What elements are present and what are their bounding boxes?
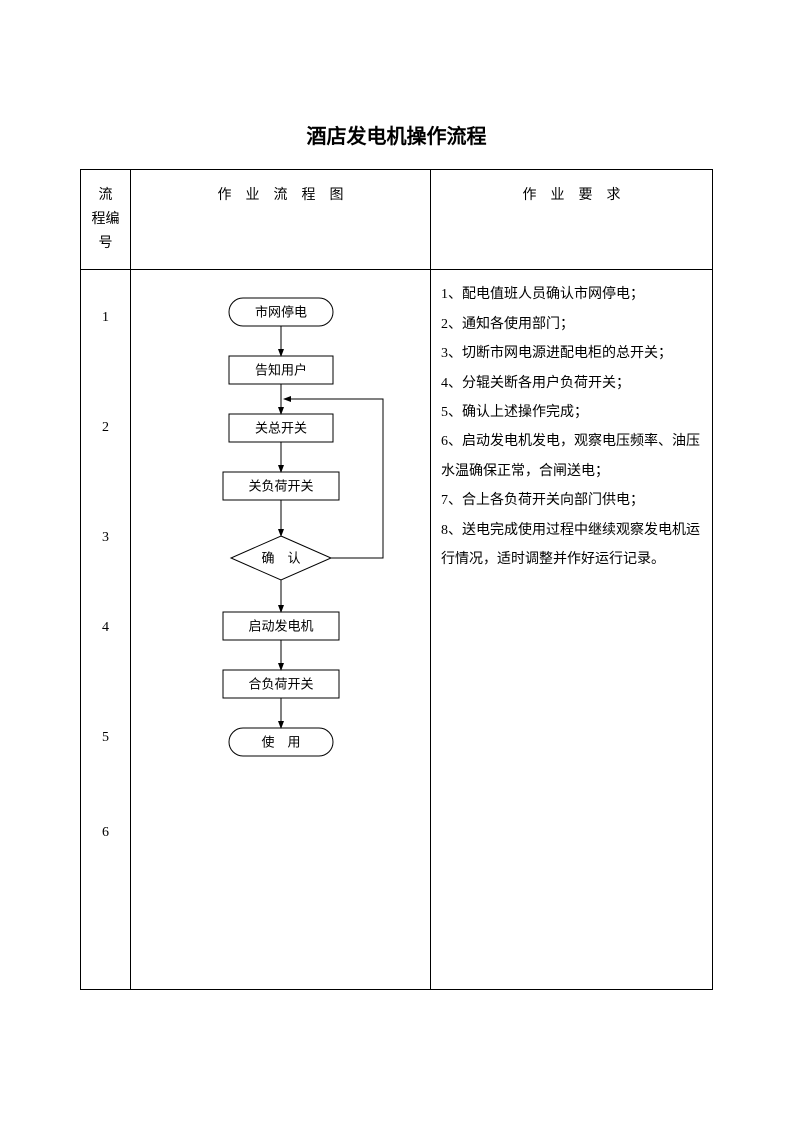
flowchart-svg: 市网停电告知用户关总开关关负荷开关确 认启动发电机合负荷开关使 用	[131, 270, 431, 990]
svg-text:确 认: 确 认	[261, 551, 300, 566]
req-2: 2、通知各使用部门；	[441, 310, 704, 339]
header-col3-text: 作 业 要 求	[523, 188, 621, 203]
svg-text:告知用户: 告知用户	[255, 363, 307, 378]
req-3: 3、切断市网电源进配电柜的总开关；	[441, 339, 704, 368]
header-col-flowchart: 作 业 流 程 图	[131, 170, 431, 270]
header-row: 流 程编 号 作 业 流 程 图 作 业 要 求	[81, 170, 713, 270]
index-3: 3	[81, 530, 130, 546]
header-col1-l2: 程编	[92, 212, 120, 227]
index-5: 5	[81, 730, 130, 746]
svg-text:关负荷开关: 关负荷开关	[248, 479, 313, 494]
svg-text:启动发电机: 启动发电机	[248, 619, 313, 634]
svg-text:使 用: 使 用	[261, 735, 300, 750]
header-col-index: 流 程编 号	[81, 170, 131, 270]
flowchart-cell: 市网停电告知用户关总开关关负荷开关确 认启动发电机合负荷开关使 用	[131, 270, 431, 990]
page-title: 酒店发电机操作流程	[80, 120, 713, 149]
req-5: 5、确认上述操作完成；	[441, 398, 704, 427]
req-8: 8、送电完成使用过程中继续观察发电机运行情况，适时调整并作好运行记录。	[441, 516, 704, 575]
req-6: 6、启动发电机发电，观察电压频率、油压水温确保正常，合闸送电；	[441, 427, 704, 486]
index-2: 2	[81, 420, 130, 436]
svg-text:市网停电: 市网停电	[255, 305, 307, 320]
main-table: 流 程编 号 作 业 流 程 图 作 业 要 求 1 2 3 4 5 6	[80, 169, 713, 990]
index-cell: 1 2 3 4 5 6	[81, 270, 131, 990]
index-1: 1	[81, 310, 130, 326]
requirements-cell: 1、配电值班人员确认市网停电； 2、通知各使用部门； 3、切断市网电源进配电柜的…	[431, 270, 713, 990]
header-col1-l1: 流	[99, 188, 113, 203]
page: 酒店发电机操作流程 流 程编 号 作 业 流 程 图 作 业 要 求 1	[0, 0, 793, 1070]
req-1: 1、配电值班人员确认市网停电；	[441, 280, 704, 309]
req-4: 4、分辊关断各用户负荷开关；	[441, 369, 704, 398]
header-col-requirements: 作 业 要 求	[431, 170, 713, 270]
header-col1-l3: 号	[99, 236, 113, 251]
header-col2-text: 作 业 流 程 图	[218, 188, 344, 203]
body-row: 1 2 3 4 5 6 市网停电告知用户关总开关关负荷开关确 认启动发电机合负荷…	[81, 270, 713, 990]
req-7: 7、合上各负荷开关向部门供电；	[441, 486, 704, 515]
index-4: 4	[81, 620, 130, 636]
svg-text:关总开关: 关总开关	[255, 421, 307, 436]
svg-text:合负荷开关: 合负荷开关	[248, 677, 313, 692]
index-6: 6	[81, 825, 130, 841]
